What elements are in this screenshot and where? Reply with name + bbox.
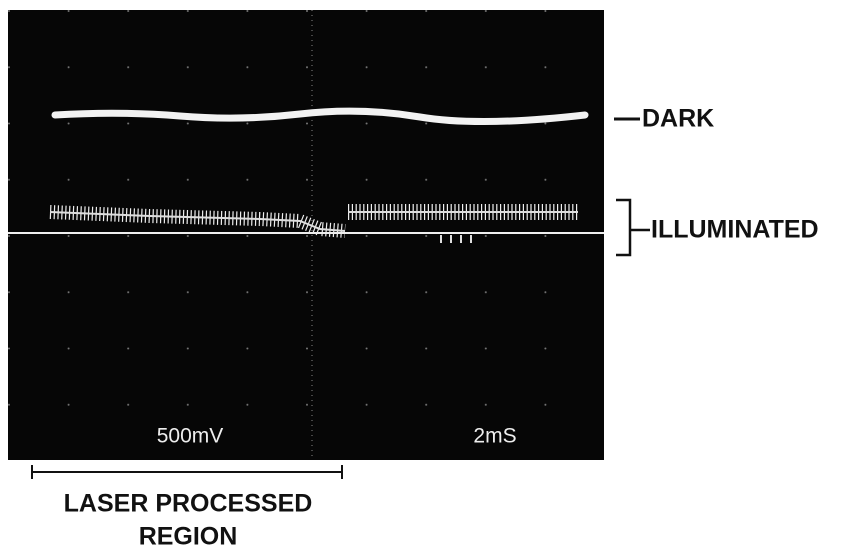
region-span [32,465,342,479]
graticule [8,10,604,460]
region-label-line1: LASER PROCESSED [64,490,313,518]
figure: 500mV 2mS DARK ILLUMINATED LASER PROCESS… [0,0,854,554]
illuminated-bracket [616,200,650,255]
volts-readout: 500mV [157,425,224,448]
region-label-line2: REGION [139,523,238,551]
dark-label: DARK [642,105,714,133]
time-readout: 2mS [473,425,516,448]
page: {"screen": {"volts_per_div": "500mV", "t… [0,0,854,554]
illuminated-label: ILLUMINATED [651,216,819,244]
